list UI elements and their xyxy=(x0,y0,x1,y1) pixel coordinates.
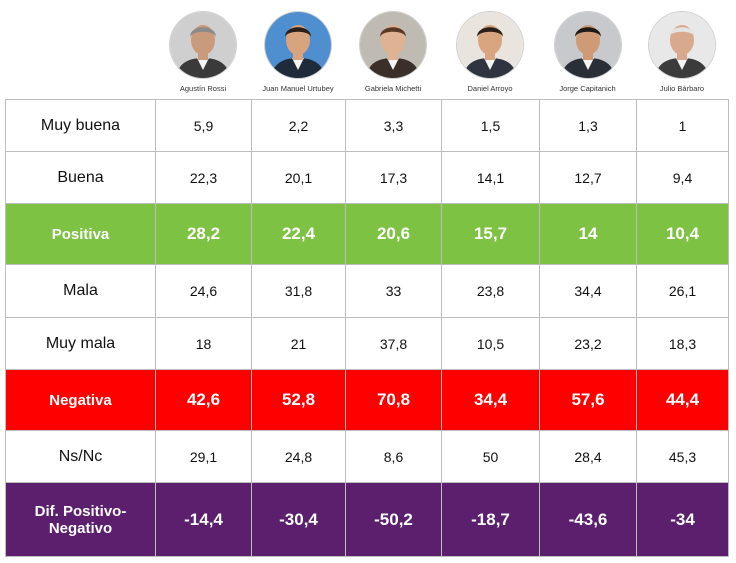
candidate-photo xyxy=(554,12,621,78)
table-cell: 22,4 xyxy=(251,203,346,265)
table-row: Negativa 42,6 52,8 70,8 34,4 57,6 44,4 xyxy=(5,369,729,431)
row-label: Muy buena xyxy=(5,99,156,152)
table-cell: 29,1 xyxy=(155,430,252,483)
table-cell: 24,6 xyxy=(155,264,252,318)
table-cell: 21 xyxy=(251,317,346,370)
table-cell: 23,8 xyxy=(441,264,540,318)
candidate-5: Jorge Capitanich xyxy=(539,12,637,93)
row-label: Buena xyxy=(5,151,156,204)
table-cell: 18 xyxy=(155,317,252,370)
candidate-2: Juan Manuel Urtubey xyxy=(249,12,347,93)
table-cell: 31,8 xyxy=(251,264,346,318)
table-cell: -18,7 xyxy=(441,482,540,557)
table-cell: -30,4 xyxy=(251,482,346,557)
table-cell: 9,4 xyxy=(636,151,729,204)
candidate-photo xyxy=(360,12,426,78)
candidate-6: Julio Bárbaro xyxy=(633,12,731,93)
table-cell: 26,1 xyxy=(636,264,729,318)
table-cell: 12,7 xyxy=(539,151,637,204)
candidate-photo xyxy=(457,12,523,78)
table-cell: 45,3 xyxy=(636,430,729,483)
table-cell: -14,4 xyxy=(155,482,252,557)
table-cell: 70,8 xyxy=(345,369,442,431)
table-cell: 14,1 xyxy=(441,151,540,204)
table-cell: 28,2 xyxy=(155,203,252,265)
table-cell: 8,6 xyxy=(345,430,442,483)
table-row: Buena 22,3 20,1 17,3 14,1 12,7 9,4 xyxy=(5,151,729,204)
row-label: Ns/Nc xyxy=(5,430,156,483)
candidate-photo xyxy=(265,12,331,78)
table-cell: 37,8 xyxy=(345,317,442,370)
table-cell: 20,6 xyxy=(345,203,442,265)
table-cell: 5,9 xyxy=(155,99,252,152)
row-label: Dif. Positivo- Negativo xyxy=(5,482,156,557)
table-cell: 34,4 xyxy=(539,264,637,318)
table-cell: 1,5 xyxy=(441,99,540,152)
table-cell: 34,4 xyxy=(441,369,540,431)
candidate-name: Juan Manuel Urtubey xyxy=(262,84,334,93)
table-cell: 42,6 xyxy=(155,369,252,431)
table-cell: 10,4 xyxy=(636,203,729,265)
table-row: Dif. Positivo- Negativo -14,4 -30,4 -50,2 -18… xyxy=(5,482,729,557)
table-cell: 28,4 xyxy=(539,430,637,483)
row-label: Muy mala xyxy=(5,317,156,370)
table-row: Muy mala 18 21 37,8 10,5 23,2 18,3 xyxy=(5,317,729,370)
candidate-name: Daniel Arroyo xyxy=(467,84,513,93)
table-row: Positiva 28,2 22,4 20,6 15,7 14 10,4 xyxy=(5,203,729,265)
row-label: Mala xyxy=(5,264,156,318)
table-cell: 50 xyxy=(441,430,540,483)
table-row: Muy buena 5,9 2,2 3,3 1,5 1,3 1 xyxy=(5,99,729,152)
row-label: Negativa xyxy=(5,369,156,431)
table-cell: 1,3 xyxy=(539,99,637,152)
table-cell: 3,3 xyxy=(345,99,442,152)
table-cell: 10,5 xyxy=(441,317,540,370)
candidate-name: Gabriela Michetti xyxy=(364,84,422,93)
table-cell: 20,1 xyxy=(251,151,346,204)
table-cell: -43,6 xyxy=(539,482,637,557)
table-cell: 23,2 xyxy=(539,317,637,370)
candidate-3: Gabriela Michetti xyxy=(344,12,442,93)
table-cell: 22,3 xyxy=(155,151,252,204)
table-cell: 52,8 xyxy=(251,369,346,431)
row-label: Positiva xyxy=(5,203,156,265)
candidate-header: Agustín Rossi Juan Manuel Urtubey Gabriela… xyxy=(0,0,736,99)
candidate-4: Daniel Arroyo xyxy=(441,12,539,93)
table-cell: 14 xyxy=(539,203,637,265)
table-row: Mala 24,6 31,8 33 23,8 34,4 26,1 xyxy=(5,264,729,318)
candidate-photo xyxy=(649,12,715,78)
table-cell: 15,7 xyxy=(441,203,540,265)
table-cell: -34 xyxy=(636,482,729,557)
candidate-name: Julio Bárbaro xyxy=(659,84,705,93)
table-row: Ns/Nc 29,1 24,8 8,6 50 28,4 45,3 xyxy=(5,430,729,483)
table-cell: 2,2 xyxy=(251,99,346,152)
table-cell: 33 xyxy=(345,264,442,318)
table-cell: 57,6 xyxy=(539,369,637,431)
table-cell: 1 xyxy=(636,99,729,152)
table-cell: 44,4 xyxy=(636,369,729,431)
approval-table: Muy buena 5,9 2,2 3,3 1,5 1,3 1 Buena 22,3 20,1 17… xyxy=(5,99,729,557)
candidate-1: Agustín Rossi xyxy=(154,12,252,93)
candidate-name: Jorge Capitanich xyxy=(559,84,616,93)
candidate-photo xyxy=(170,12,236,78)
table-cell: 18,3 xyxy=(636,317,729,370)
table-cell: 17,3 xyxy=(345,151,442,204)
table-cell: 24,8 xyxy=(251,430,346,483)
candidate-name: Agustín Rossi xyxy=(179,84,227,93)
table-cell: -50,2 xyxy=(345,482,442,557)
